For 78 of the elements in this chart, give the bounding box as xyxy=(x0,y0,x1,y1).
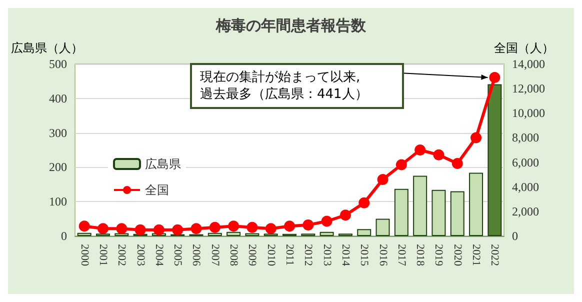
x-tick-label: 2000 xyxy=(78,244,90,266)
x-tick-label: 2006 xyxy=(190,244,202,266)
y2-tick-label: 2,000 xyxy=(512,204,539,218)
point xyxy=(396,159,407,170)
point xyxy=(433,149,444,160)
point xyxy=(489,72,500,84)
bar xyxy=(450,191,464,236)
point xyxy=(302,219,314,230)
x-tick-label: 2017 xyxy=(395,244,408,266)
bar xyxy=(226,232,241,236)
x-tick-label: 2009 xyxy=(246,244,258,266)
x-tick-label: 2013 xyxy=(320,244,333,266)
x-tick-label: 2012 xyxy=(302,244,314,266)
chart-title: 梅毒の年間患者報告数 xyxy=(215,18,367,34)
x-tick-label: 2020 xyxy=(451,244,464,266)
point xyxy=(209,222,220,233)
legend-label: 広島県 xyxy=(145,157,181,171)
point xyxy=(190,223,202,234)
y-tick-label: 100 xyxy=(49,194,67,209)
bar xyxy=(432,190,446,236)
y-axis-title: 広島県（人） xyxy=(11,41,83,55)
y2-tick-label: 6,000 xyxy=(512,155,539,170)
bar xyxy=(413,176,428,236)
point xyxy=(340,210,351,221)
point xyxy=(134,224,146,236)
point xyxy=(265,223,276,234)
point xyxy=(284,220,295,232)
x-tick-label: 2018 xyxy=(414,244,426,266)
y-tick-label: 0 xyxy=(61,229,67,243)
y-tick-label: 500 xyxy=(49,57,67,71)
x-tick-label: 2004 xyxy=(152,244,165,266)
point xyxy=(377,174,388,185)
x-tick-label: 2007 xyxy=(208,244,221,266)
point xyxy=(358,197,370,208)
point xyxy=(116,223,128,234)
bar xyxy=(77,232,92,236)
point xyxy=(246,222,258,233)
bar xyxy=(394,188,408,236)
y2-axis-title: 全国（人） xyxy=(494,41,554,55)
y-tick-label: 400 xyxy=(49,91,67,106)
y2-tick-label: 14,000 xyxy=(512,57,545,71)
point xyxy=(414,144,426,156)
point xyxy=(228,220,240,232)
x-tick-label: 2002 xyxy=(116,244,128,266)
point xyxy=(172,224,184,236)
bar xyxy=(357,229,372,236)
x-tick-label: 2001 xyxy=(96,244,109,266)
y2-tick-label: 12,000 xyxy=(512,82,545,96)
bar xyxy=(320,232,334,236)
x-tick-label: 2021 xyxy=(470,244,482,266)
point xyxy=(97,223,108,234)
point xyxy=(321,216,332,227)
y-tick-label: 200 xyxy=(49,160,67,174)
x-tick-label: 2010 xyxy=(264,244,277,266)
y2-tick-label: 4,000 xyxy=(512,180,539,194)
y2-tick-label: 0 xyxy=(512,229,518,243)
callout-box: 現在の集計が始まって以来, 過去最多（広島県：441人） xyxy=(190,63,404,109)
point xyxy=(153,224,164,236)
x-tick-label: 2019 xyxy=(432,244,445,266)
point xyxy=(470,132,482,144)
x-tick-label: 2005 xyxy=(172,244,184,266)
point xyxy=(452,158,463,170)
bar xyxy=(488,84,502,236)
x-tick-label: 2008 xyxy=(228,244,240,266)
y2-tick-label: 10,000 xyxy=(512,106,545,120)
bar xyxy=(469,172,484,236)
bar xyxy=(376,218,390,236)
x-tick-label: 2016 xyxy=(376,244,389,266)
y2-tick-label: 8,000 xyxy=(512,130,539,145)
x-tick-label: 2003 xyxy=(134,244,146,266)
point xyxy=(78,220,90,232)
y-tick-label: 300 xyxy=(49,126,67,140)
bar xyxy=(208,232,222,236)
x-tick-label: 2011 xyxy=(284,244,296,266)
x-tick-label: 2015 xyxy=(358,244,370,266)
x-tick-label: 2014 xyxy=(339,244,352,266)
x-tick-label: 2022 xyxy=(488,244,501,266)
legend-label: 全国 xyxy=(145,183,169,197)
